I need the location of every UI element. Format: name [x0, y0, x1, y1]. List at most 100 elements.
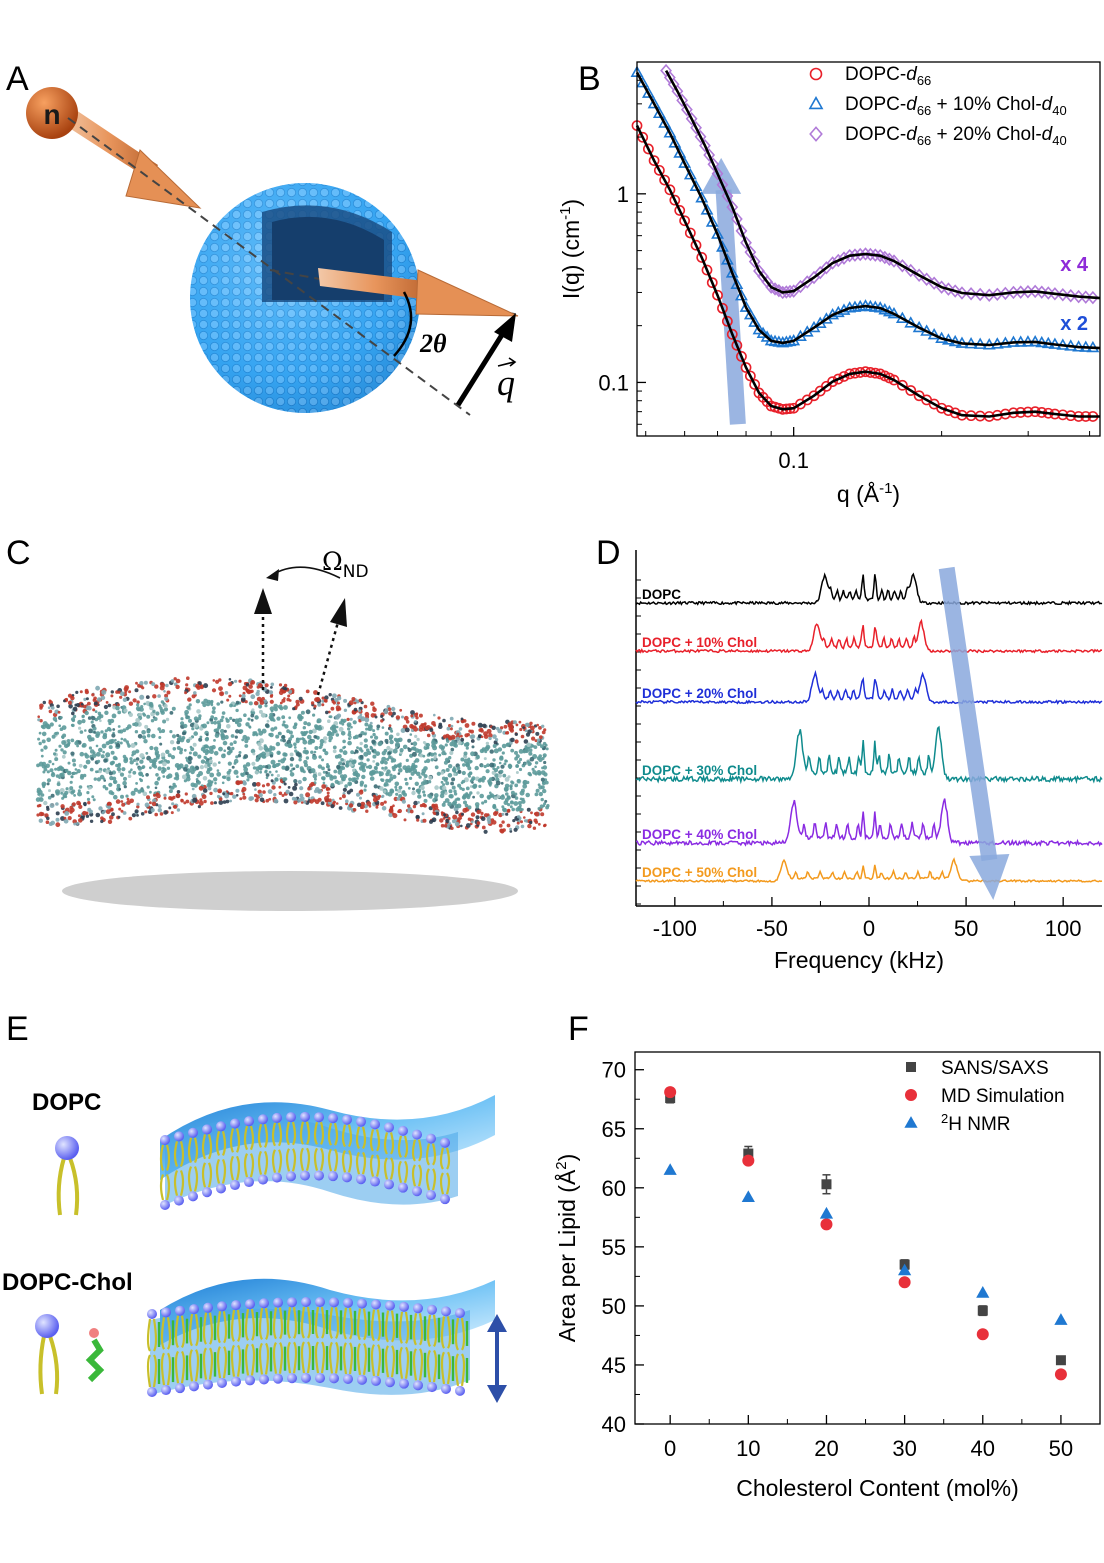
atom: [143, 680, 148, 685]
lipid-head: [203, 1302, 213, 1313]
atom: [501, 751, 505, 755]
lipid-tail: [389, 1157, 395, 1180]
atom: [486, 728, 492, 734]
data-point: [636, 76, 650, 88]
atom: [106, 726, 111, 732]
atom: [325, 710, 329, 715]
atom: [198, 714, 202, 718]
atom: [90, 737, 95, 742]
atom: [270, 727, 275, 732]
atom: [244, 700, 248, 704]
atom: [145, 751, 149, 755]
atom: [185, 683, 189, 687]
atom: [359, 741, 363, 746]
x-tick-label: 0.1: [778, 448, 809, 473]
atom: [430, 752, 434, 757]
lipid-head: [189, 1381, 199, 1392]
atom: [245, 683, 250, 687]
atom: [456, 720, 460, 724]
atom: [518, 749, 524, 754]
atom: [176, 733, 180, 738]
atom: [360, 716, 366, 722]
atom: [184, 691, 188, 695]
atom: [481, 747, 486, 752]
atom: [206, 702, 211, 707]
atom: [447, 801, 452, 807]
atom: [338, 721, 343, 725]
atom: [63, 818, 69, 824]
atom: [120, 800, 124, 803]
atom: [321, 758, 324, 762]
atom: [195, 778, 199, 781]
atom: [516, 779, 521, 783]
atom: [543, 760, 547, 765]
lipid-tail: [431, 1143, 437, 1166]
atom: [40, 748, 44, 752]
atom: [61, 725, 67, 730]
atom: [218, 686, 223, 691]
lipid-tail: [299, 1147, 305, 1171]
lipid-tail: [278, 1342, 284, 1374]
lipid-head: [399, 1378, 409, 1389]
atom: [61, 740, 66, 745]
atom: [502, 828, 506, 832]
lipid-tail: [446, 1316, 452, 1349]
atom: [319, 738, 325, 744]
atom: [55, 822, 61, 828]
atom: [422, 818, 427, 823]
atom: [283, 705, 288, 710]
atom: [143, 702, 146, 706]
atom: [541, 724, 545, 728]
atom: [63, 816, 67, 820]
atom: [265, 776, 269, 780]
atom: [266, 719, 270, 723]
atom: [495, 738, 499, 742]
atom: [39, 703, 44, 709]
lipid-head: [259, 1298, 269, 1309]
atom: [523, 819, 528, 823]
atom: [460, 717, 464, 721]
x-axis-label: Frequency (kHz): [774, 947, 944, 973]
atom: [321, 766, 325, 771]
lipid-tail: [179, 1170, 185, 1196]
atom: [265, 773, 270, 777]
atom: [352, 808, 357, 812]
normal-vector-arrowhead: [254, 588, 272, 614]
atom: [281, 735, 286, 739]
atom: [534, 739, 538, 743]
lipid-tail: [152, 1318, 158, 1352]
vesicle-sphere: [190, 183, 420, 413]
atom: [370, 713, 376, 718]
atom: [175, 678, 181, 684]
atom: [131, 750, 137, 756]
lipid-tail: [411, 1139, 417, 1162]
atom: [380, 801, 385, 806]
atom: [525, 722, 531, 727]
atom: [227, 761, 232, 766]
atom: [342, 792, 346, 795]
atom: [365, 765, 369, 769]
atom: [371, 739, 376, 744]
atom: [115, 705, 120, 711]
atom: [499, 755, 504, 760]
lipid-tail: [285, 1121, 291, 1146]
atom: [189, 745, 193, 749]
atom: [239, 729, 244, 734]
lipid-tail: [207, 1134, 213, 1160]
atom: [130, 743, 136, 748]
lipid-head: [245, 1375, 255, 1386]
lipid-tail: [328, 1307, 334, 1339]
atom: [298, 696, 303, 701]
atom: [242, 781, 247, 786]
atom: [389, 748, 393, 752]
atom: [353, 701, 357, 705]
atom: [347, 740, 352, 746]
atom: [180, 798, 184, 802]
atom: [365, 727, 369, 731]
atom: [284, 687, 288, 691]
atom: [379, 786, 384, 791]
atom: [522, 783, 528, 789]
atom: [463, 751, 468, 756]
atom: [123, 738, 127, 742]
lipid-tail: [165, 1144, 171, 1171]
